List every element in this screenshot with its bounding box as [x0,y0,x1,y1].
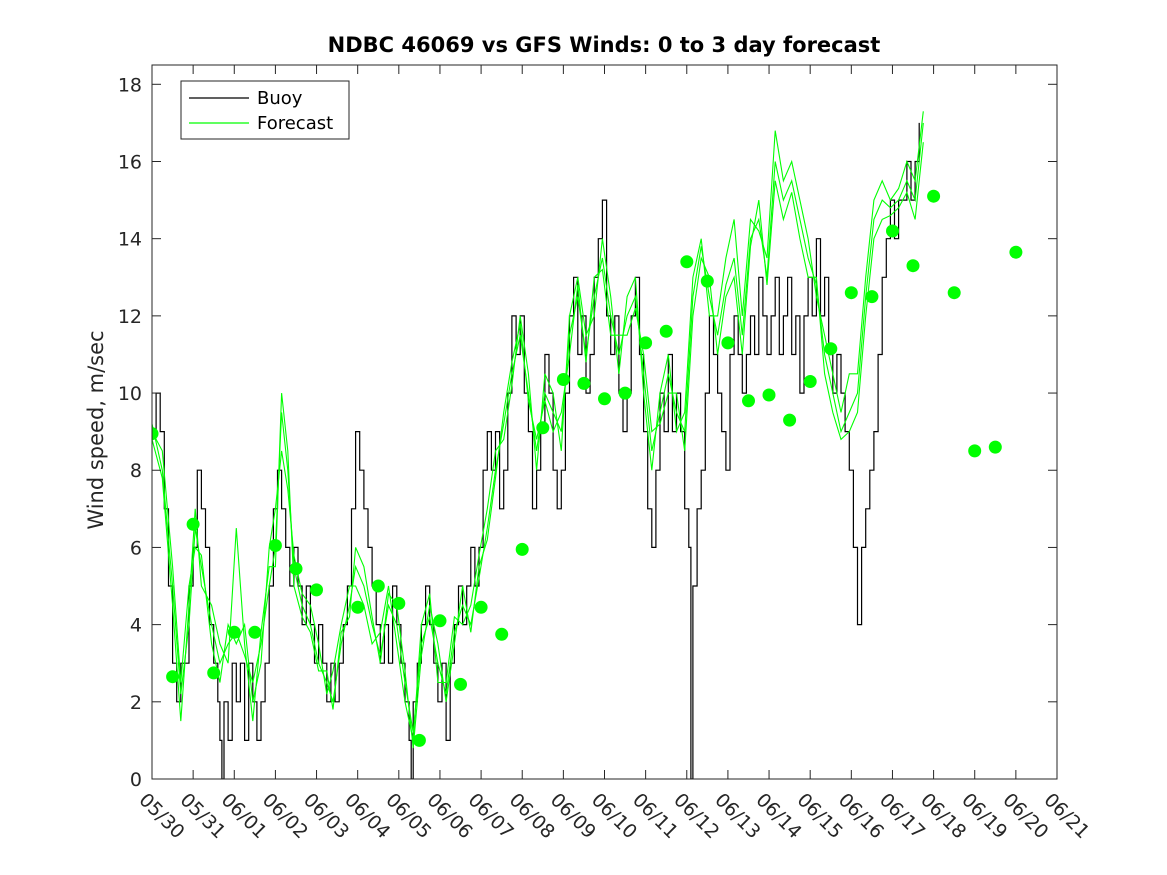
forecast-marker-point [412,733,426,747]
forecast-marker-point [495,627,509,641]
forecast-marker-point [824,342,838,356]
forecast-marker-point [454,677,467,691]
forecast-marker-point [310,583,323,597]
forecast-marker-point [721,336,735,350]
y-tick-label: 0 [130,769,142,791]
forecast-marker-point [152,427,159,441]
forecast-marker-point [556,373,570,386]
y-tick-label: 14 [118,229,142,251]
forecast-marker-point [186,517,200,531]
forecast-marker-point [248,625,262,639]
y-tick-label: 10 [118,383,142,405]
forecast-marker-point [968,444,982,458]
forecast-marker-point [618,386,632,400]
forecast-marker-point [927,189,941,203]
forecast-marker-point [906,259,920,273]
forecast-marker-point [515,542,529,556]
forecast-marker-point [598,392,611,406]
forecast-marker-point [577,376,591,390]
legend-label-forecast: Forecast [257,113,333,134]
y-tick-label: 8 [130,460,142,482]
y-tick-label: 12 [118,306,142,328]
forecast-marker-point [289,562,303,576]
forecast-marker-point [1009,245,1023,259]
forecast-marker-point [659,324,673,338]
y-tick-label: 18 [118,74,142,96]
forecast-marker-point [474,600,488,614]
chart-title: NDBC 46069 vs GFS Winds: 0 to 3 day fore… [328,33,881,57]
forecast-marker-point [639,336,653,350]
forecast-marker-point [783,413,797,427]
forecast-marker-point [536,421,550,435]
forecast-marker-point [227,625,241,639]
y-tick-label: 6 [130,537,142,559]
forecast-marker-point [166,670,180,684]
forecast-marker-point [803,375,817,388]
legend: Buoy Forecast [180,80,350,140]
forecast-run-line-3 [152,142,924,749]
legend-box [180,80,350,140]
forecast-marker-point [762,388,776,402]
forecast-marker-point [392,596,406,610]
y-tick-label: 2 [130,692,142,714]
y-tick-label: 16 [118,151,142,173]
forecast-marker-point [742,394,755,408]
y-tick-label: 4 [130,615,142,637]
forecast-marker-point [207,666,221,680]
forecast-marker-point [844,286,858,300]
y-axis-label: Wind speed, m/sec [84,330,108,529]
forecast-marker-point [865,290,879,304]
buoy-series-line [152,122,920,779]
forecast-marker-point [988,440,1002,454]
forecast-marker-point [351,600,365,614]
forecast-marker-point [371,579,385,593]
legend-label-buoy: Buoy [257,88,303,109]
forecast-marker-point [947,286,961,300]
forecast-marker-point [433,614,447,628]
forecast-marker-point [268,539,282,552]
forecast-marker-point [680,255,694,269]
forecast-marker-point [700,274,714,288]
forecast-marker-point [886,224,899,238]
plot-area [152,111,1023,779]
